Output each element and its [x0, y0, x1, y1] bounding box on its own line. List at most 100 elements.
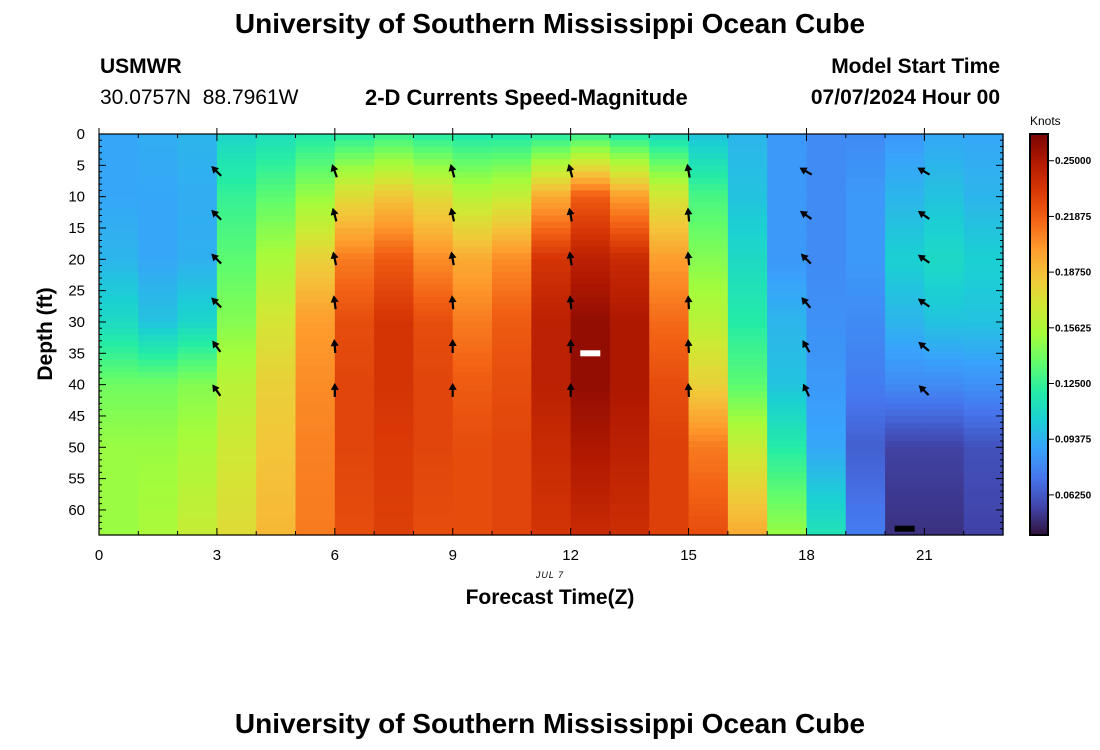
heatmap-cell: [374, 428, 415, 436]
heatmap-cell: [374, 484, 415, 492]
heatmap-cell: [885, 403, 925, 411]
current-vector: [448, 339, 457, 353]
heatmap-cell: [413, 441, 454, 448]
heatmap-cell: [688, 334, 729, 342]
heatmap-cell: [216, 321, 257, 329]
heatmap-cell: [413, 328, 454, 336]
heatmap-cell: [806, 340, 847, 348]
heatmap-cell: [609, 328, 650, 336]
heatmap-cell: [216, 303, 257, 311]
heatmap-cell: [688, 159, 729, 166]
heatmap-cell: [727, 466, 768, 473]
heatmap-cell: [452, 202, 493, 210]
heatmap-cell: [374, 328, 415, 336]
heatmap-cell: [334, 190, 375, 198]
heatmap-cell: [570, 428, 611, 436]
heatmap-cell: [256, 284, 297, 292]
heatmap-cell: [688, 259, 729, 267]
heatmap-cell: [138, 177, 179, 185]
heatmap-cell: [216, 278, 257, 285]
heatmap-cell: [334, 409, 375, 417]
heatmap-cell: [492, 196, 532, 204]
heatmap-cell: [413, 347, 454, 354]
heatmap-cell: [99, 516, 139, 524]
heatmap-cell: [609, 484, 650, 492]
heatmap-cell: [492, 177, 532, 185]
heatmap-cell: [531, 459, 572, 467]
heatmap-cell: [727, 441, 768, 448]
heatmap-cell: [963, 528, 1004, 536]
heatmap-cell: [531, 340, 572, 348]
heatmap-cell: [413, 177, 454, 185]
heatmap-cell: [334, 497, 375, 505]
heatmap-cell: [649, 447, 690, 455]
heatmap-cell: [334, 253, 375, 260]
heatmap-cell: [492, 409, 532, 417]
heatmap-cell: [177, 528, 218, 536]
heatmap-cell: [295, 227, 336, 235]
heatmap-cell: [727, 334, 768, 342]
heatmap-cell: [570, 177, 611, 185]
heatmap-cell: [216, 171, 257, 179]
heatmap-cell: [334, 509, 375, 517]
heatmap-cell: [452, 372, 493, 379]
heatmap-cell: [845, 428, 886, 436]
heatmap-cell: [413, 434, 454, 442]
current-vector: [211, 165, 222, 177]
heatmap-cell: [138, 347, 179, 354]
heatmap-cell: [649, 152, 690, 160]
heatmap-cell: [688, 434, 729, 442]
heatmap-cell: [138, 265, 179, 273]
heatmap-cell: [374, 177, 415, 185]
heatmap-cell: [452, 296, 493, 304]
heatmap-cell: [334, 472, 375, 480]
heatmap-cell: [531, 196, 572, 204]
heatmap-cell: [609, 321, 650, 329]
model-start-label: Model Start Time: [831, 55, 1000, 78]
heatmap-cell: [334, 353, 375, 361]
heatmap-cell: [531, 296, 572, 304]
heatmap-cell: [727, 459, 768, 467]
heatmap-cell: [609, 353, 650, 361]
heatmap-cell: [138, 290, 179, 298]
heatmap-cell: [885, 472, 925, 480]
heatmap-cell: [963, 315, 1004, 323]
heatmap-cell: [138, 215, 179, 223]
heatmap-cell: [688, 353, 729, 361]
heatmap-cell: [806, 177, 847, 185]
heatmap-cell: [138, 497, 179, 505]
heatmap-cell: [374, 146, 415, 154]
heatmap-cell: [924, 397, 965, 405]
heatmap-cell: [295, 321, 336, 329]
heatmap-cell: [649, 265, 690, 273]
current-vector: [684, 163, 693, 178]
heatmap-cell: [256, 303, 297, 311]
heatmap-cell: [845, 359, 886, 367]
heatmap-cell: [256, 528, 297, 536]
heatmap-cell: [845, 503, 886, 511]
heatmap-cell: [99, 334, 139, 342]
heatmap-cell: [216, 509, 257, 517]
heatmap-cell: [216, 290, 257, 298]
y-tick-label: 35: [68, 345, 85, 362]
heatmap-cell: [727, 516, 768, 524]
heatmap-cell: [845, 522, 886, 530]
heatmap-cell: [177, 491, 218, 499]
heatmap-cell: [885, 359, 925, 367]
colorbar-tick-label: 0.09375: [1055, 435, 1092, 446]
heatmap-cell: [492, 353, 532, 361]
heatmap-cell: [177, 253, 218, 260]
heatmap-cell: [963, 466, 1004, 473]
heatmap-cell: [963, 422, 1004, 430]
heatmap-cell: [688, 478, 729, 486]
heatmap-cell: [295, 415, 336, 423]
current-vector: [330, 339, 339, 354]
heatmap-cell: [99, 159, 139, 166]
heatmap-cell: [99, 234, 139, 242]
heatmap-cell: [727, 146, 768, 154]
heatmap-cell: [295, 240, 336, 248]
heatmap-cell: [452, 159, 493, 166]
heatmap-cell: [649, 284, 690, 292]
heatmap-cell: [99, 384, 139, 392]
heatmap-cell: [924, 409, 965, 417]
